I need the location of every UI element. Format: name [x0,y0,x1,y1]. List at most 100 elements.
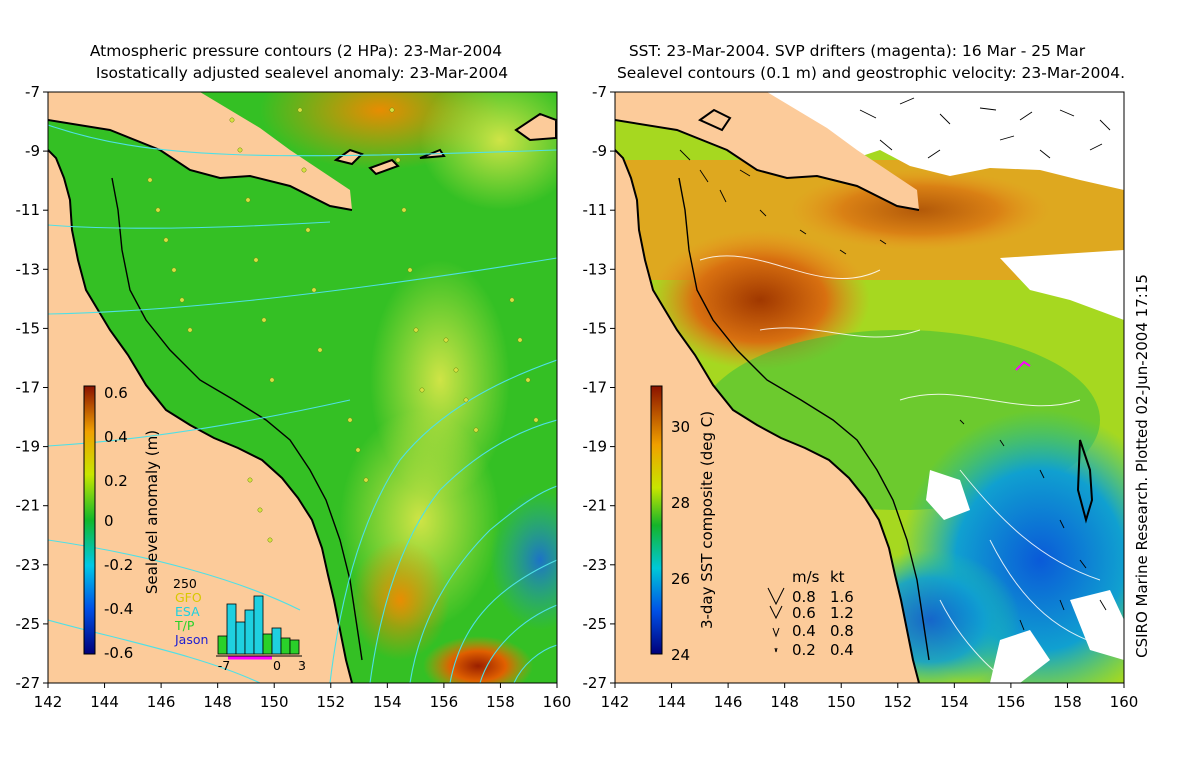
sealevel-tick-5: -0.4 [104,600,133,618]
altimeter-histogram: 250 GFO ESA T/P Jason -7 0 3 [173,576,306,673]
anomaly-low-east [490,490,557,630]
histogram-bar [235,621,246,655]
velocity-row0-ms: 0.8 [792,588,816,606]
left-lat-tick-label: -9 [25,142,40,160]
credit-text: CSIRO Marine Research. Plotted 02-Jun-20… [1133,274,1151,658]
right-lon-tick-label: 150 [827,693,856,711]
histogram-bar [289,639,300,655]
velocity-row2-ms: 0.4 [792,622,816,640]
sealevel-tick-3: 0 [104,512,114,530]
land-png-right [615,92,919,210]
right-lat-tick-label: -15 [583,319,608,337]
left-lat-tick-label: -15 [16,319,41,337]
shelf-edge [111,177,363,661]
left-axes: 142 144 146 148 150 152 154 156 158 160 -7 -9 -11 -13… [16,83,572,711]
velocity-row3-kt: 0.4 [830,641,854,659]
sealevel-tick-6: -0.6 [104,644,133,662]
right-lat-tick-label: -13 [583,260,608,278]
left-lon-tick-label: 160 [543,693,572,711]
sst-map [615,92,1124,683]
anomaly-high-ne [420,92,557,210]
left-lon-tick-label: 156 [430,693,459,711]
left-lon-tick-label: 146 [147,693,176,711]
histogram-legend-jason: Jason [174,632,208,647]
drifter-track [1015,360,1031,371]
altimeter-tracks [147,107,539,543]
velocity-row1-ms: 0.6 [792,604,816,622]
histogram-legend-tp: T/P [174,618,195,633]
right-lon-tick-label: 156 [997,693,1026,711]
histogram-ymax-label: 250 [173,576,197,591]
left-lon-tick-label: 152 [316,693,345,711]
shelf-edge-right [678,177,930,661]
velocity-header-kt: kt [830,568,845,586]
left-lat-tick-label: -17 [16,379,41,397]
sst-hot-core [650,230,870,370]
right-lat-tick-label: -17 [583,379,608,397]
sst-tick-0: 30 [671,418,690,436]
left-title-line1: Atmospheric pressure contours (2 HPa): 2… [90,42,502,60]
velocity-vectors [679,97,1111,631]
velocity-header-ms: m/s [792,568,820,586]
velocity-legend: m/s kt 0.8 1.6 0.6 1.2 0.4 0.8 0.2 0.4 [767,568,854,659]
cloud-mask [760,92,1124,683]
land-australia-right [615,150,919,683]
right-title-line2: Sealevel contours (0.1 m) and geostrophi… [617,64,1125,82]
sst-colorbar: 30 28 26 24 3-day SST composite (deg C) [650,385,716,664]
histogram-bar [280,637,291,655]
sst-hot-north [790,170,1050,250]
velocity-row1-kt: 1.2 [830,604,854,622]
sst-tick-1: 28 [671,494,690,512]
land-islands [333,112,557,176]
left-lat-tick-label: -11 [16,201,41,219]
right-lat-tick-label: -25 [583,615,608,633]
left-lat-tick-label: -19 [16,438,41,456]
velocity-row3-ms: 0.2 [792,641,816,659]
velocity-arrow-1 [769,605,783,620]
right-title-line1: SST: 23-Mar-2004. SVP drifters (magenta)… [629,42,1086,60]
histogram-bar [226,603,237,655]
histogram-bars [217,595,300,655]
velocity-row0-kt: 1.6 [830,588,854,606]
histogram-legend-esa: ESA [175,604,200,619]
sst-colorbar-ramp [650,385,663,655]
coastline-png-right [615,119,920,211]
right-lat-tick-label: -23 [583,556,608,574]
sealevel-tick-1: 0.4 [104,428,128,446]
right-lat-tick-label: -21 [583,497,608,515]
left-lon-tick-label: 158 [486,693,515,711]
coastline-right [615,149,920,683]
right-lon-tick-label: 146 [714,693,743,711]
left-lat-tick-label: -27 [16,674,41,692]
sst-tick-2: 26 [671,570,690,588]
left-lat-tick-label: -25 [16,615,41,633]
histogram-bar [217,635,228,655]
right-lon-tick-label: 148 [770,693,799,711]
velocity-row2-kt: 0.8 [830,622,854,640]
left-lat-tick-label: -21 [16,497,41,515]
anomaly-south-red [423,636,533,683]
left-lat-tick-label: -13 [16,260,41,278]
right-lat-tick-label: -11 [583,201,608,219]
right-lon-tick-label: 158 [1053,693,1082,711]
anomaly-south-orange [350,540,450,660]
left-lon-tick-label: 148 [203,693,232,711]
land-png [48,92,352,210]
reef-outline [698,108,1094,524]
histogram-xtick-2: 3 [298,658,306,673]
right-lon-tick-label: 152 [883,693,912,711]
sealevel-tick-0: 0.6 [104,384,128,402]
sealevel-map [48,92,557,683]
coastline-png [48,119,353,211]
coastline [48,149,353,683]
histogram-legend-gfo: GFO [175,590,202,605]
velocity-arrow-2 [772,627,780,638]
right-lon-tick-label: 160 [1110,693,1139,711]
left-title-line2: Isostatically adjusted sealevel anomaly:… [96,64,508,82]
sealevel-colorbar: 0.6 0.4 0.2 0 -0.2 -0.4 -0.6 Sealevel an… [83,384,161,662]
right-lat-tick-label: -19 [583,438,608,456]
left-lon-tick-label: 142 [34,693,63,711]
velocity-arrow-3 [774,647,778,653]
left-lon-tick-label: 144 [90,693,119,711]
